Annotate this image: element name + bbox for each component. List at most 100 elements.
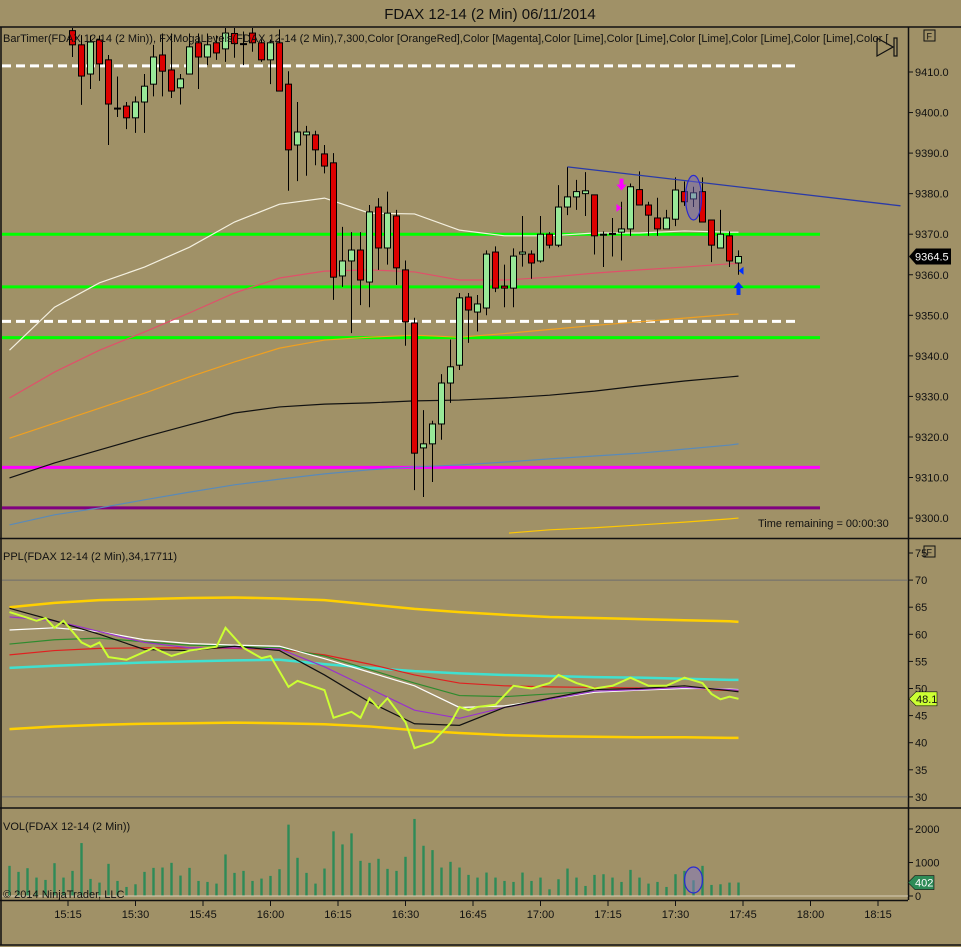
- volume-value-tag: 402: [907, 875, 935, 890]
- price-axis-label: 9320.0: [915, 432, 949, 444]
- candle-body: [114, 107, 121, 110]
- candle-body: [537, 233, 544, 262]
- ppl-f-button[interactable]: F: [923, 545, 936, 558]
- svg-text:402: 402: [915, 878, 933, 890]
- candle-body: [510, 255, 517, 289]
- candle: [456, 292, 463, 371]
- candle-body: [420, 443, 427, 449]
- ppl-axis-label: 75: [915, 548, 927, 560]
- candle-body: [348, 249, 355, 262]
- candle: [267, 39, 274, 85]
- candle-body: [258, 42, 265, 61]
- volume-bar: [431, 850, 434, 896]
- candle: [69, 28, 76, 57]
- candle-body: [555, 206, 562, 246]
- candle-body: [177, 78, 184, 89]
- moving-average-line: [9, 262, 739, 399]
- skip-to-end-icon[interactable]: [876, 37, 898, 58]
- candle: [285, 71, 292, 191]
- price-axis-label: 9400.0: [915, 108, 949, 120]
- time-axis-label: 15:30: [122, 909, 150, 921]
- volume-bar: [494, 877, 497, 896]
- candle: [636, 171, 643, 206]
- time-axis-label: 18:15: [864, 909, 892, 921]
- candle: [447, 339, 454, 403]
- ppl-axis-label: 40: [915, 738, 927, 750]
- candle: [510, 248, 517, 308]
- candle-body: [96, 39, 103, 65]
- moving-average-line: [9, 375, 739, 479]
- candle: [663, 209, 670, 230]
- volume-bar: [566, 868, 569, 896]
- ppl-axis-label: 45: [915, 711, 927, 723]
- candle: [600, 231, 607, 268]
- time-axis[interactable]: 15:15 15:30 15:45 16:00 16:15 16:30 16:45 17:00…: [54, 900, 892, 921]
- svg-text:F: F: [927, 32, 933, 42]
- candle-body: [384, 212, 391, 249]
- candle-body: [717, 233, 724, 249]
- candle: [312, 130, 319, 166]
- volume-bar: [512, 881, 515, 896]
- candle: [258, 39, 265, 62]
- candle-body: [141, 85, 148, 103]
- candle: [591, 194, 598, 255]
- candle: [393, 209, 400, 285]
- candle-body: [546, 233, 553, 246]
- price-panel[interactable]: [2, 27, 901, 534]
- candle: [528, 250, 535, 279]
- candle-body: [672, 189, 679, 220]
- time-axis-label: 15:45: [189, 909, 217, 921]
- price-axis[interactable]: 9410.0 9400.0 9390.0 9380.0 9370.0 9360.0 9350…: [908, 67, 949, 525]
- volume-bar: [62, 877, 65, 896]
- volume-bar: [206, 881, 209, 896]
- candle: [546, 232, 553, 249]
- volume-axis[interactable]: 2000 1000 0: [908, 824, 939, 903]
- left-triangle-icon: [738, 266, 744, 275]
- candle-body: [168, 69, 175, 92]
- candle-body: [231, 32, 238, 45]
- volume-bar: [404, 856, 407, 896]
- ppl-line: [9, 596, 739, 624]
- candle: [114, 76, 121, 118]
- candle: [204, 33, 211, 66]
- volume-bar: [422, 845, 425, 896]
- candle: [492, 246, 499, 293]
- volume-bar: [215, 883, 218, 896]
- current-price-tag: 9364.5: [909, 248, 951, 265]
- time-axis-label: 16:45: [459, 909, 487, 921]
- volume-bar: [575, 877, 578, 896]
- volume-bar: [125, 886, 128, 896]
- candle-body: [465, 296, 472, 311]
- volume-bar: [539, 877, 542, 896]
- volume-bar: [476, 877, 479, 896]
- ppl-indicator-label: PPL(FDAX 12-14 (2 Min),34,17711): [3, 551, 177, 563]
- candle: [375, 198, 382, 270]
- candle-body: [240, 43, 247, 46]
- candle-body: [618, 228, 625, 233]
- volume-bar: [341, 844, 344, 896]
- highlight-ellipse: [684, 174, 703, 221]
- volume-bar: [386, 868, 389, 896]
- candle-body: [321, 153, 328, 167]
- ppl-axis-label: 60: [915, 629, 927, 641]
- price-axis-label: 9390.0: [915, 148, 949, 160]
- volume-bar: [17, 871, 20, 896]
- time-axis-label: 17:30: [662, 909, 690, 921]
- candle-body: [213, 42, 220, 54]
- price-f-button[interactable]: F: [923, 29, 936, 42]
- candle-body: [573, 191, 580, 198]
- candle: [519, 215, 526, 267]
- candle-body: [87, 41, 94, 75]
- svg-text:9364.5: 9364.5: [915, 252, 949, 264]
- candle: [501, 264, 508, 308]
- candle-body: [69, 30, 76, 46]
- volume-bar: [359, 860, 362, 896]
- price-axis-label: 9300.0: [915, 513, 949, 525]
- candle: [339, 226, 346, 287]
- volume-bar: [584, 885, 587, 896]
- candlesticks: [69, 28, 742, 497]
- ppl-panel[interactable]: [2, 579, 908, 798]
- volume-panel[interactable]: [8, 818, 740, 896]
- time-axis-label: 17:45: [729, 909, 757, 921]
